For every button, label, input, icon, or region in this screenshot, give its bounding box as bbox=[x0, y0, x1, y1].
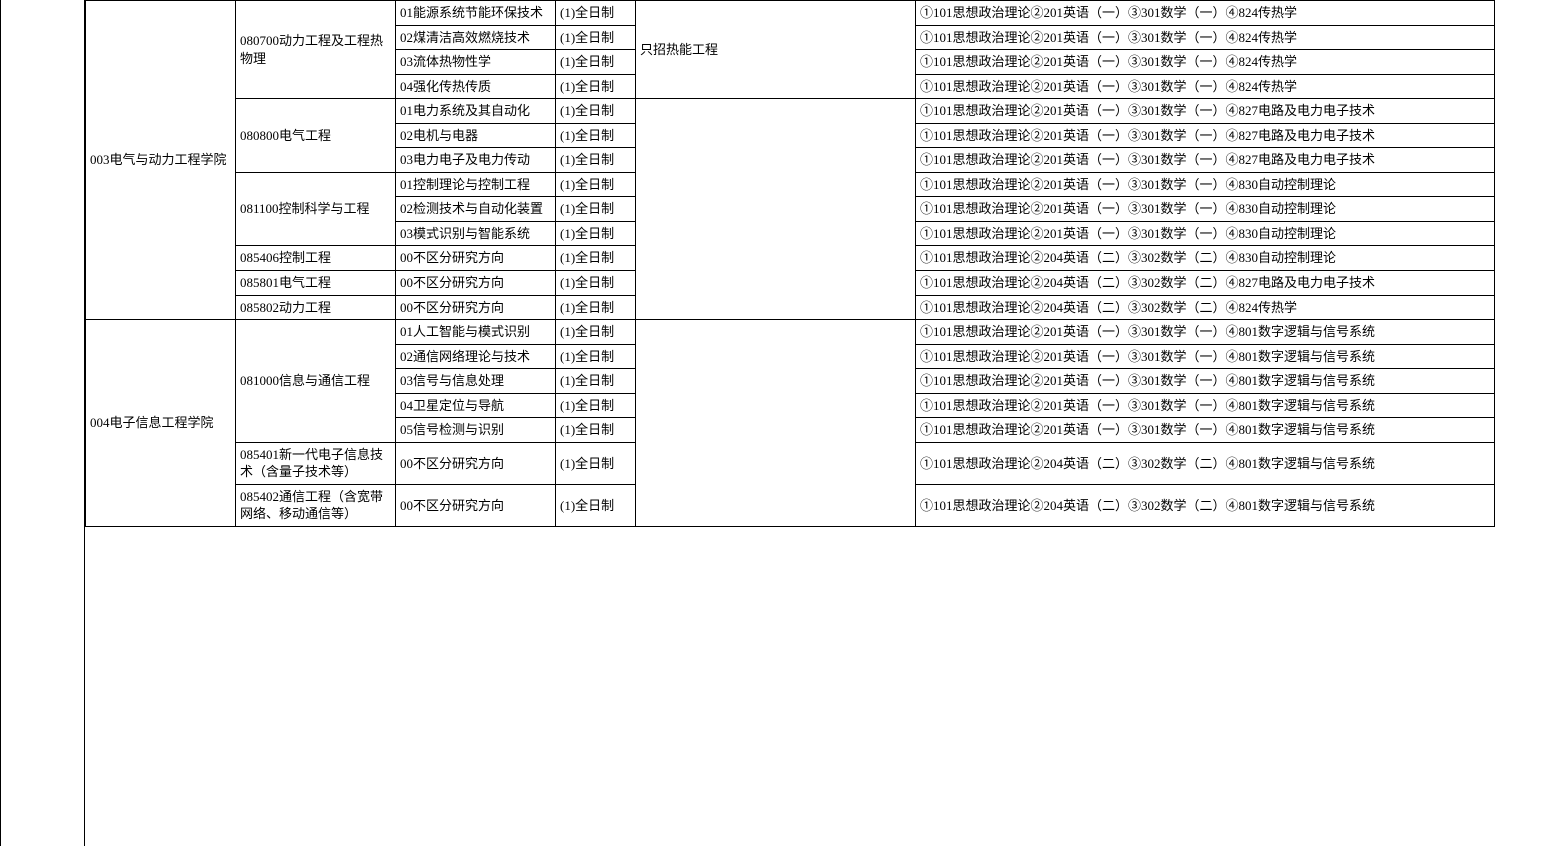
cell-direction: 01能源系统节能环保技术 bbox=[396, 1, 556, 26]
cell-study-mode: (1)全日制 bbox=[556, 74, 636, 99]
cell-exam-subjects: ①101思想政治理论②201英语（一）③301数学（一）④801数字逻辑与信号系… bbox=[916, 393, 1495, 418]
cell-direction: 00不区分研究方向 bbox=[396, 295, 556, 320]
cell-study-mode: (1)全日制 bbox=[556, 246, 636, 271]
cell-exam-subjects: ①101思想政治理论②201英语（一）③301数学（一）④801数字逻辑与信号系… bbox=[916, 369, 1495, 394]
cell-study-mode: (1)全日制 bbox=[556, 484, 636, 526]
cell-exam-subjects: ①101思想政治理论②201英语（一）③301数学（一）④830自动控制理论 bbox=[916, 172, 1495, 197]
cell-exam-subjects: ①101思想政治理论②201英语（一）③301数学（一）④801数字逻辑与信号系… bbox=[916, 418, 1495, 443]
cell-major: 080800电气工程 bbox=[236, 99, 396, 173]
cell-direction: 03流体热物性学 bbox=[396, 50, 556, 75]
cell-direction: 02通信网络理论与技术 bbox=[396, 344, 556, 369]
cell-major: 081000信息与通信工程 bbox=[236, 320, 396, 443]
cell-study-mode: (1)全日制 bbox=[556, 50, 636, 75]
table-row: 004电子信息工程学院081000信息与通信工程01人工智能与模式识别(1)全日… bbox=[86, 320, 1495, 345]
cell-direction: 05信号检测与识别 bbox=[396, 418, 556, 443]
cell-study-mode: (1)全日制 bbox=[556, 344, 636, 369]
cell-note bbox=[636, 99, 916, 320]
cell-study-mode: (1)全日制 bbox=[556, 369, 636, 394]
catalog-tbody: 003电气与动力工程学院080700动力工程及工程热物理01能源系统节能环保技术… bbox=[86, 1, 1495, 527]
cell-exam-subjects: ①101思想政治理论②201英语（一）③301数学（一）④827电路及电力电子技… bbox=[916, 123, 1495, 148]
cell-exam-subjects: ①101思想政治理论②204英语（二）③302数学（二）④830自动控制理论 bbox=[916, 246, 1495, 271]
cell-direction: 03模式识别与智能系统 bbox=[396, 221, 556, 246]
cell-study-mode: (1)全日制 bbox=[556, 221, 636, 246]
cell-exam-subjects: ①101思想政治理论②204英语（二）③302数学（二）④801数字逻辑与信号系… bbox=[916, 442, 1495, 484]
left-margin-column bbox=[0, 0, 85, 846]
cell-direction: 01电力系统及其自动化 bbox=[396, 99, 556, 124]
cell-major: 085801电气工程 bbox=[236, 271, 396, 296]
cell-department: 004电子信息工程学院 bbox=[86, 320, 236, 527]
cell-exam-subjects: ①101思想政治理论②201英语（一）③301数学（一）④801数字逻辑与信号系… bbox=[916, 344, 1495, 369]
cell-study-mode: (1)全日制 bbox=[556, 197, 636, 222]
cell-exam-subjects: ①101思想政治理论②201英语（一）③301数学（一）④830自动控制理论 bbox=[916, 221, 1495, 246]
cell-study-mode: (1)全日制 bbox=[556, 295, 636, 320]
cell-note bbox=[636, 320, 916, 527]
cell-major: 081100控制科学与工程 bbox=[236, 172, 396, 246]
cell-exam-subjects: ①101思想政治理论②201英语（一）③301数学（一）④824传热学 bbox=[916, 74, 1495, 99]
cell-major: 085402通信工程（含宽带网络、移动通信等） bbox=[236, 484, 396, 526]
cell-direction: 01控制理论与控制工程 bbox=[396, 172, 556, 197]
cell-major: 085401新一代电子信息技术（含量子技术等） bbox=[236, 442, 396, 484]
cell-study-mode: (1)全日制 bbox=[556, 1, 636, 26]
cell-study-mode: (1)全日制 bbox=[556, 393, 636, 418]
cell-exam-subjects: ①101思想政治理论②204英语（二）③302数学（二）④801数字逻辑与信号系… bbox=[916, 484, 1495, 526]
cell-study-mode: (1)全日制 bbox=[556, 99, 636, 124]
cell-direction: 04强化传热传质 bbox=[396, 74, 556, 99]
cell-direction: 02电机与电器 bbox=[396, 123, 556, 148]
cell-direction: 03信号与信息处理 bbox=[396, 369, 556, 394]
cell-exam-subjects: ①101思想政治理论②201英语（一）③301数学（一）④801数字逻辑与信号系… bbox=[916, 320, 1495, 345]
cell-exam-subjects: ①101思想政治理论②201英语（一）③301数学（一）④824传热学 bbox=[916, 25, 1495, 50]
cell-study-mode: (1)全日制 bbox=[556, 320, 636, 345]
cell-direction: 00不区分研究方向 bbox=[396, 484, 556, 526]
cell-note: 只招热能工程 bbox=[636, 1, 916, 99]
cell-study-mode: (1)全日制 bbox=[556, 172, 636, 197]
cell-direction: 03电力电子及电力传动 bbox=[396, 148, 556, 173]
table-row: 003电气与动力工程学院080700动力工程及工程热物理01能源系统节能环保技术… bbox=[86, 1, 1495, 26]
cell-exam-subjects: ①101思想政治理论②201英语（一）③301数学（一）④827电路及电力电子技… bbox=[916, 99, 1495, 124]
cell-direction: 01人工智能与模式识别 bbox=[396, 320, 556, 345]
cell-direction: 04卫星定位与导航 bbox=[396, 393, 556, 418]
cell-direction: 00不区分研究方向 bbox=[396, 246, 556, 271]
cell-direction: 00不区分研究方向 bbox=[396, 442, 556, 484]
cell-department: 003电气与动力工程学院 bbox=[86, 1, 236, 320]
cell-study-mode: (1)全日制 bbox=[556, 418, 636, 443]
cell-study-mode: (1)全日制 bbox=[556, 148, 636, 173]
cell-exam-subjects: ①101思想政治理论②204英语（二）③302数学（二）④824传热学 bbox=[916, 295, 1495, 320]
cell-exam-subjects: ①101思想政治理论②201英语（一）③301数学（一）④830自动控制理论 bbox=[916, 197, 1495, 222]
cell-major: 085406控制工程 bbox=[236, 246, 396, 271]
cell-direction: 02检测技术与自动化装置 bbox=[396, 197, 556, 222]
cell-major: 085802动力工程 bbox=[236, 295, 396, 320]
cell-study-mode: (1)全日制 bbox=[556, 442, 636, 484]
cell-study-mode: (1)全日制 bbox=[556, 123, 636, 148]
cell-exam-subjects: ①101思想政治理论②204英语（二）③302数学（二）④827电路及电力电子技… bbox=[916, 271, 1495, 296]
cell-study-mode: (1)全日制 bbox=[556, 271, 636, 296]
cell-major: 080700动力工程及工程热物理 bbox=[236, 1, 396, 99]
cell-exam-subjects: ①101思想政治理论②201英语（一）③301数学（一）④824传热学 bbox=[916, 50, 1495, 75]
cell-study-mode: (1)全日制 bbox=[556, 25, 636, 50]
table-row: 080800电气工程01电力系统及其自动化(1)全日制①101思想政治理论②20… bbox=[86, 99, 1495, 124]
cell-direction: 02煤清洁高效燃烧技术 bbox=[396, 25, 556, 50]
cell-exam-subjects: ①101思想政治理论②201英语（一）③301数学（一）④824传热学 bbox=[916, 1, 1495, 26]
catalog-table: 003电气与动力工程学院080700动力工程及工程热物理01能源系统节能环保技术… bbox=[85, 0, 1495, 527]
cell-exam-subjects: ①101思想政治理论②201英语（一）③301数学（一）④827电路及电力电子技… bbox=[916, 148, 1495, 173]
cell-direction: 00不区分研究方向 bbox=[396, 271, 556, 296]
